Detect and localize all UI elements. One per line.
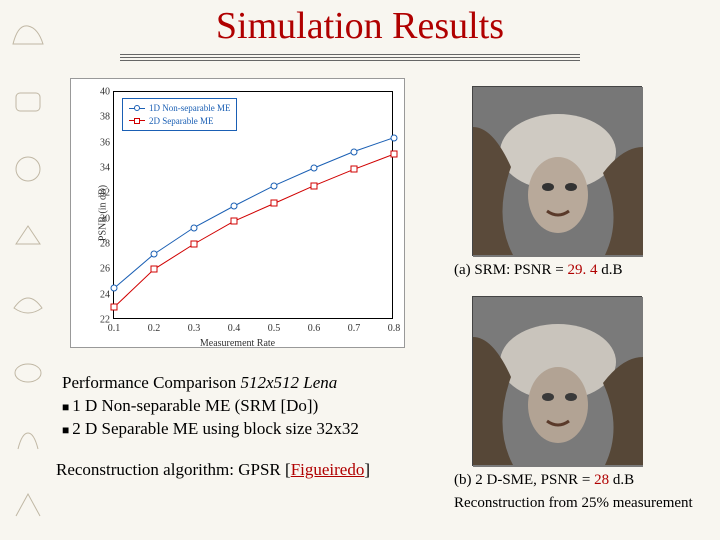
caption-a-prefix: (a) SRM: PSNR = (454, 262, 567, 278)
ytick: 26 (86, 264, 110, 275)
chart-point (151, 251, 158, 258)
caption-b-sub: Reconstruction from 25% measurement (454, 495, 714, 512)
xtick: 0.7 (348, 323, 361, 334)
chart-point (231, 203, 238, 210)
xtick: 0.3 (188, 323, 201, 334)
caption-a: (a) SRM: PSNR = 29. 4 d.B (454, 262, 623, 279)
chart-point (271, 200, 278, 207)
xtick: 0.5 (268, 323, 281, 334)
title-underline (120, 54, 580, 60)
caption-b-suffix: d.B (609, 472, 634, 488)
perf-heading-a: Performance Comparison (62, 373, 240, 392)
caption-a-value: 29. 4 (567, 262, 597, 278)
ytick: 24 (86, 289, 110, 300)
psnr-chart: PSNR (in dB) 1D Non-separable ME 2D Sepa… (70, 78, 405, 348)
recon-suffix: ] (364, 460, 370, 479)
chart-point (391, 134, 398, 141)
chart-point (311, 182, 318, 189)
chart-point (111, 304, 118, 311)
chart-point (351, 166, 358, 173)
xtick: 0.1 (108, 323, 121, 334)
chart-point (391, 151, 398, 158)
perf-bullet-2: 2 D Separable ME using block size 32x32 (62, 418, 359, 441)
ytick: 22 (86, 315, 110, 326)
ytick: 30 (86, 213, 110, 224)
chart-point (111, 285, 118, 292)
xtick: 0.4 (228, 323, 241, 334)
ytick: 32 (86, 188, 110, 199)
chart-xlabel: Measurement Rate (71, 338, 404, 349)
slide-title: Simulation Results (0, 4, 720, 48)
chart-point (231, 218, 238, 225)
ytick: 40 (86, 87, 110, 98)
ytick: 36 (86, 137, 110, 148)
chart-point (191, 241, 198, 248)
chart-point (191, 224, 198, 231)
ytick: 28 (86, 239, 110, 250)
ytick: 34 (86, 163, 110, 174)
chart-point (271, 182, 278, 189)
chart-point (351, 148, 358, 155)
xtick: 0.2 (148, 323, 161, 334)
perf-bullet-1: 1 D Non-separable ME (SRM [Do]) (62, 395, 359, 418)
performance-block: Performance Comparison 512x512 Lena 1 D … (62, 372, 359, 441)
perf-heading-b: 512x512 Lena (240, 373, 337, 392)
caption-b-prefix: (b) 2 D-SME, PSNR = (454, 472, 594, 488)
decorative-sidebar (4, 0, 52, 540)
recon-prefix: Reconstruction algorithm: GPSR [ (56, 460, 291, 479)
chart-point (311, 165, 318, 172)
recon-link[interactable]: Figueiredo (291, 460, 365, 479)
result-image-a (472, 86, 642, 256)
caption-b: (b) 2 D-SME, PSNR = 28 d.B Reconstructio… (454, 472, 714, 512)
caption-a-suffix: d.B (597, 262, 622, 278)
chart-svg (114, 92, 394, 320)
result-image-b (472, 296, 642, 466)
ytick: 38 (86, 112, 110, 123)
xtick: 0.6 (308, 323, 321, 334)
reconstruction-line: Reconstruction algorithm: GPSR [Figueire… (56, 460, 370, 480)
xtick: 0.8 (388, 323, 401, 334)
caption-b-value: 28 (594, 472, 609, 488)
chart-point (151, 266, 158, 273)
chart-plot-area: 1D Non-separable ME 2D Separable ME 2224… (113, 91, 393, 319)
